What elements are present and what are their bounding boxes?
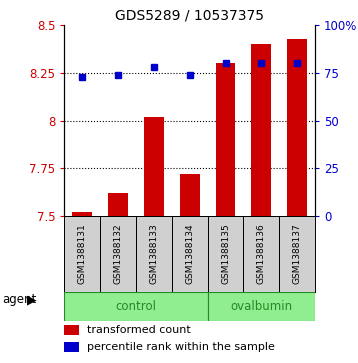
Bar [100,216,136,292]
Bar [216,64,235,216]
Text: ▶: ▶ [27,293,37,306]
Bar [136,216,172,292]
Text: percentile rank within the sample: percentile rank within the sample [87,342,275,352]
Bar [64,325,79,335]
Text: control: control [116,300,156,313]
Text: GSM1388132: GSM1388132 [113,223,123,284]
Bar [208,292,315,321]
Text: GSM1388134: GSM1388134 [185,223,194,284]
Bar [64,292,208,321]
Text: GSM1388131: GSM1388131 [78,223,87,284]
Bar [144,117,164,216]
Text: GSM1388137: GSM1388137 [292,223,302,284]
Bar [72,212,92,216]
Text: GSM1388136: GSM1388136 [257,223,266,284]
Text: GSM1388135: GSM1388135 [221,223,230,284]
Bar [180,174,200,216]
Bar [279,216,315,292]
Bar [243,216,279,292]
Text: GSM1388133: GSM1388133 [149,223,159,284]
Bar [64,216,100,292]
Bar [287,39,307,216]
Bar [172,216,208,292]
Bar [251,44,271,216]
Bar [64,342,79,352]
Text: ovalbumin: ovalbumin [230,300,292,313]
Text: agent: agent [2,293,36,306]
Title: GDS5289 / 10537375: GDS5289 / 10537375 [115,9,264,23]
Bar [208,216,243,292]
Bar [108,193,128,216]
Text: transformed count: transformed count [87,325,191,335]
